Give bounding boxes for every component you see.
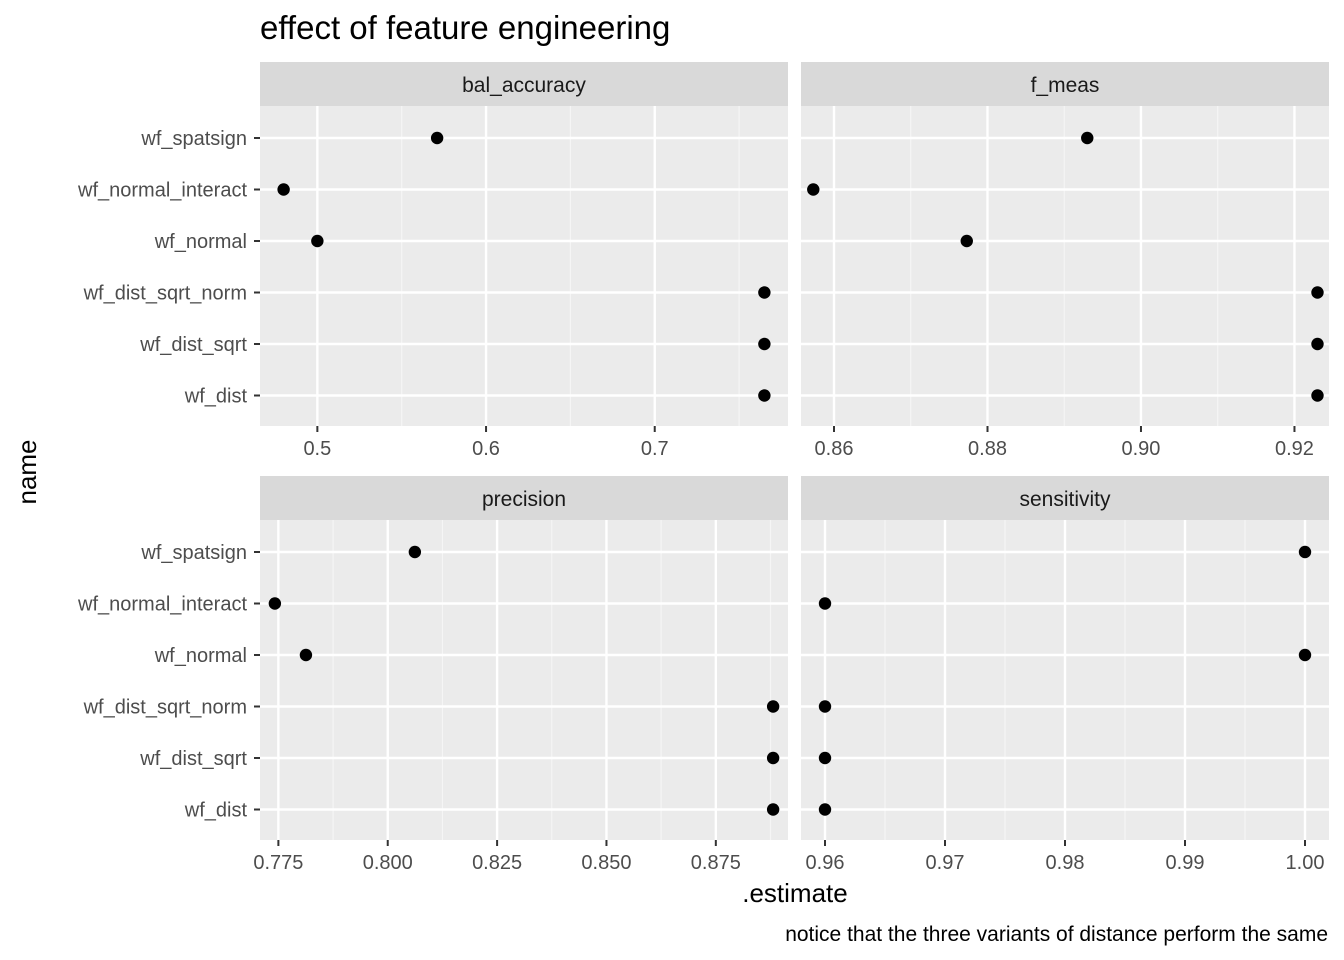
x-tick-label: 0.850: [581, 852, 631, 874]
y-tick-label: wf_normal: [154, 645, 247, 667]
data-point-wf-normal-interact: [277, 183, 290, 196]
panel-background: [260, 520, 788, 840]
data-point-wf-dist-sqrt: [1311, 337, 1324, 351]
y-tick-label: wf_dist_sqrt: [139, 748, 247, 770]
data-point-wf-dist-sqrt-norm: [818, 700, 832, 713]
y-tick-label: wf_normal: [154, 231, 247, 253]
x-axis-title: .estimate: [742, 878, 848, 908]
x-tick-label: 0.6: [472, 438, 500, 460]
facet-panel-f-meas: f_meas 0.86 0.88 0.90 0.92: [801, 62, 1329, 460]
data-point-wf-dist-sqrt-norm: [766, 700, 780, 713]
y-tick-label: wf_dist: [184, 800, 248, 822]
panel-background: [801, 106, 1329, 426]
data-point-wf-dist-sqrt: [766, 751, 780, 765]
x-tick-label: 0.800: [363, 852, 413, 874]
x-tick-label: 0.775: [253, 852, 303, 874]
x-tick-label: 0.96: [806, 852, 845, 874]
x-tick-label: 0.875: [691, 852, 741, 874]
x-tick-label: 0.99: [1166, 852, 1205, 874]
y-tick-label: wf_normal_interact: [77, 594, 247, 616]
x-tick-label: 0.98: [1046, 852, 1085, 874]
panel-background: [260, 106, 788, 426]
data-point-wf-dist-sqrt-norm: [1311, 286, 1324, 299]
y-tick-label: wf_normal_interact: [77, 180, 247, 202]
data-point-wf-spatsign: [1081, 131, 1094, 145]
facet-label: f_meas: [1031, 74, 1100, 97]
data-point-wf-dist: [758, 389, 771, 402]
x-tick-label: 0.86: [815, 438, 854, 460]
y-axis-title: name: [12, 439, 42, 504]
y-tick-label: wf_spatsign: [140, 128, 247, 150]
facet-strip: [801, 62, 1329, 106]
data-point-wf-dist-sqrt: [818, 751, 832, 765]
y-tick-label: wf_dist_sqrt_norm: [83, 283, 247, 305]
data-point-wf-normal: [299, 648, 313, 662]
facet-panel-precision: precision 0.775 0.800 0.825 0.850 0.875 wf_spa…: [77, 476, 788, 874]
facet-panel-bal-accuracy: bal_accuracy 0.5 0.6 0.7 wf_spatsign wf_norma…: [77, 62, 788, 460]
x-tick-label: 0.5: [303, 438, 331, 460]
data-point-wf-normal-interact: [807, 183, 820, 196]
data-point-wf-normal: [1298, 648, 1312, 662]
facet-label: sensitivity: [1019, 488, 1111, 511]
facet-strip: [260, 476, 788, 520]
data-point-wf-dist: [766, 803, 780, 816]
facet-label: precision: [482, 488, 566, 511]
x-tick-label: 0.825: [472, 852, 522, 874]
y-tick-label: wf_dist: [184, 386, 248, 408]
data-point-wf-normal: [960, 234, 973, 248]
data-point-wf-spatsign: [408, 545, 422, 559]
data-point-wf-spatsign: [1298, 545, 1312, 559]
data-point-wf-dist: [1311, 389, 1324, 402]
y-tick-label: wf_spatsign: [140, 542, 247, 564]
x-tick-label: 0.88: [968, 438, 1007, 460]
data-point-wf-dist-sqrt-norm: [758, 286, 771, 299]
x-tick-label: 0.97: [926, 852, 965, 874]
data-point-wf-normal: [311, 234, 324, 248]
data-point-wf-normal-interact: [268, 597, 282, 610]
y-tick-label: wf_dist_sqrt: [139, 334, 247, 356]
facet-label: bal_accuracy: [462, 74, 586, 97]
x-tick-label: 1.00: [1286, 852, 1325, 874]
data-point-wf-spatsign: [430, 131, 444, 145]
facet-panels: bal_accuracy 0.5 0.6 0.7 wf_spatsign wf_norma…: [77, 62, 1329, 874]
data-point-wf-normal-interact: [818, 597, 832, 610]
x-tick-label: 0.7: [641, 438, 669, 460]
facet-strip: [801, 476, 1329, 520]
data-point-wf-dist-sqrt: [758, 337, 771, 351]
chart-title: effect of feature engineering: [260, 9, 670, 46]
facet-panel-sensitivity: sensitivity 0.96 0.97 0.98 0.99 1.00: [801, 476, 1329, 874]
facet-strip: [260, 62, 788, 106]
data-point-wf-dist: [818, 803, 832, 816]
x-tick-label: 0.90: [1122, 438, 1161, 460]
x-tick-label: 0.92: [1275, 438, 1314, 460]
chart-caption: notice that the three variants of distan…: [785, 923, 1328, 946]
y-tick-label: wf_dist_sqrt_norm: [83, 697, 247, 719]
